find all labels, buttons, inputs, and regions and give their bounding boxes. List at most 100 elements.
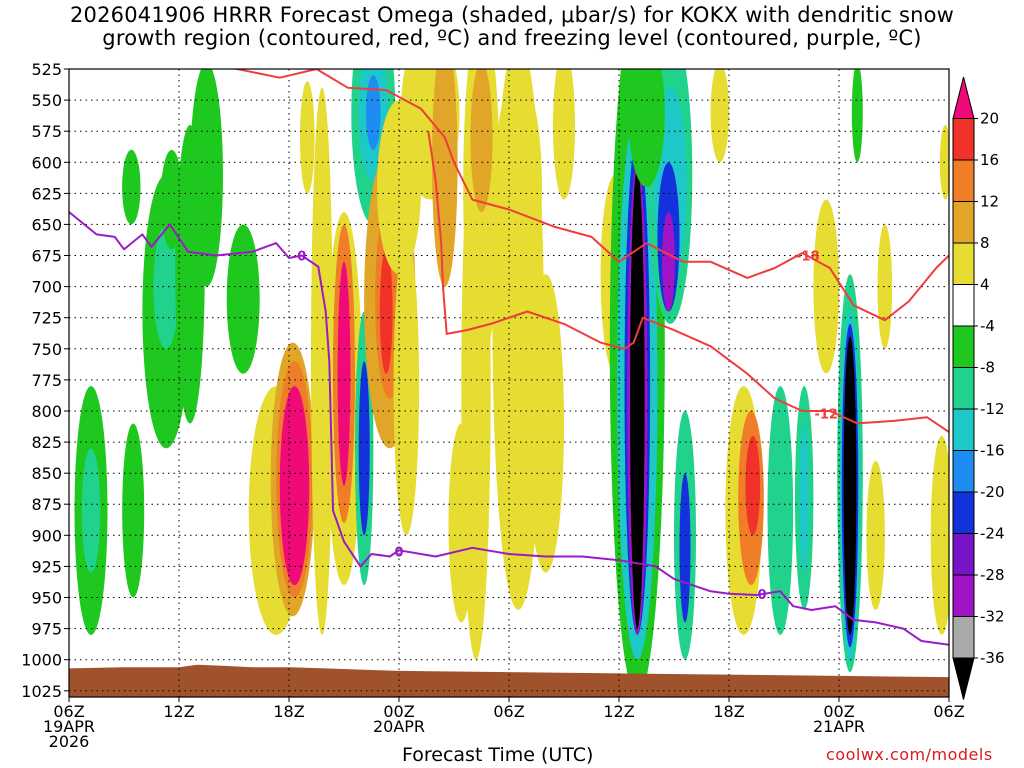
omega-cell-66: [930, 435, 949, 635]
omega-cell-13: [279, 386, 310, 586]
chart-title-line-1: 2026041906 HRRR Forecast Omega (shaded, …: [69, 3, 955, 27]
y-tick-label-800: 800: [31, 402, 62, 421]
omega-cell-63: [843, 336, 857, 635]
omega-cell-15: [300, 81, 315, 194]
colorbar-label-10: -24: [980, 525, 1005, 543]
colorbar-bin-0: [952, 76, 975, 119]
colorbar-label-12: -32: [980, 608, 1005, 626]
omega-cell-23: [366, 75, 381, 150]
x-tick-label-48-1: 06Z: [933, 702, 964, 721]
omega-cell-37: [527, 274, 564, 573]
y-tick-label-950: 950: [31, 589, 62, 608]
y-tick-label-525: 525: [31, 60, 62, 79]
colorbar-bin-13: [952, 616, 975, 659]
y-tick-label-900: 900: [31, 526, 62, 545]
omega-cell-29: [377, 100, 421, 275]
omega-cell-65: [866, 460, 885, 610]
x-tick-label-6-1: 12Z: [163, 702, 194, 721]
x-tick-label-0-2: 19APR: [43, 717, 95, 736]
y-tick-label-575: 575: [31, 122, 62, 141]
omega-cell-26: [379, 249, 393, 374]
omega-cell-30: [432, 69, 458, 287]
x-tick-label-36-1: 18Z: [713, 702, 744, 721]
x-tick-label-42-2: 21APR: [813, 717, 865, 736]
colorbar-label-0: 20: [980, 110, 999, 128]
watermark-link[interactable]: coolwx.com/models: [826, 745, 993, 764]
omega-cell-1: [81, 448, 101, 573]
colorbar-bin-14: [952, 657, 975, 700]
colorbar-bin-12: [952, 574, 975, 617]
x-tick-label-18-2: 20APR: [373, 717, 425, 736]
y-tick-label-750: 750: [31, 340, 62, 359]
y-tick-label-1000: 1000: [21, 651, 62, 670]
omega-cell-58: [799, 423, 809, 573]
omega-cell-34: [470, 69, 493, 212]
y-tick-label-775: 775: [31, 371, 62, 390]
omega-cell-51: [679, 473, 691, 623]
omega-cell-27: [393, 236, 420, 536]
colorbar-label-5: -4: [980, 317, 995, 335]
y-tick-label-700: 700: [31, 278, 62, 297]
y-tick-label-850: 850: [31, 464, 62, 483]
omega-cell-8: [226, 224, 260, 374]
y-tick-label-600: 600: [31, 153, 62, 172]
omega-cell-6: [160, 149, 183, 250]
colorbar-bin-8: [952, 408, 975, 451]
omega-cell-20: [358, 361, 370, 536]
freezing-level-contour: [69, 211, 949, 646]
colorbar-label-8: -16: [980, 442, 1005, 460]
y-axis: 525 550 575 600 625 650 675 700 725 750 775 800 825 8…: [21, 60, 69, 701]
freezing-level-label-2: 0: [757, 588, 766, 603]
y-tick-label-1025: 1025: [21, 682, 62, 701]
x-tick-label-0-3: 2026: [49, 732, 90, 751]
omega-cell-4: [153, 224, 179, 349]
colorbar-label-9: -20: [980, 483, 1005, 501]
colorbar-bin-3: [952, 201, 975, 244]
omega-cell-59: [813, 199, 839, 374]
omega-cell-48: [662, 212, 675, 312]
omega-cell-49: [628, 69, 665, 188]
x-tick-label-0-1: 06Z: [53, 702, 84, 721]
dgz-upper-label: -18: [796, 250, 820, 265]
x-tick-label-42-1: 00Z: [823, 702, 854, 721]
y-tick-label-550: 550: [31, 91, 62, 110]
x-tick-label-24-1: 06Z: [493, 702, 524, 721]
omega-cell-38: [553, 69, 575, 200]
colorbar-bin-2: [952, 159, 975, 202]
contour-lines: -18 -12 0 0 0: [69, 69, 949, 646]
y-tick-label-975: 975: [31, 620, 62, 639]
omega-cell-56: [767, 386, 794, 635]
colorbar: 20 16 12 8 4 -4 -8 -12 -16 -20 -24 -28 -32 -36: [952, 76, 1005, 700]
omega-cell-55: [745, 435, 761, 536]
colorbar-label-4: 4: [980, 276, 990, 294]
y-tick-label-675: 675: [31, 247, 62, 266]
freezing-level-label-0: 0: [297, 250, 306, 265]
colorbar-label-11: -28: [980, 566, 1005, 584]
y-tick-label-825: 825: [31, 433, 62, 452]
dgz-contour-upper: [231, 69, 949, 322]
y-tick-label-875: 875: [31, 495, 62, 514]
colorbar-bin-1: [952, 118, 975, 161]
colorbar-bin-6: [952, 325, 975, 368]
x-tick-label-30-1: 12Z: [603, 702, 634, 721]
omega-cell-18: [337, 261, 351, 486]
colorbar-label-2: 12: [980, 193, 999, 211]
colorbar-bin-9: [952, 450, 975, 493]
colorbar-label-3: 8: [980, 234, 990, 252]
x-tick-label-12-1: 18Z: [273, 702, 304, 721]
colorbar-label-13: -36: [980, 649, 1005, 667]
chart-title: 2026041906 HRRR Forecast Omega (shaded, …: [0, 4, 1024, 50]
y-tick-label-725: 725: [31, 309, 62, 328]
omega-cell-2: [122, 423, 145, 598]
omega-cell-68: [851, 69, 863, 163]
y-tick-label-925: 925: [31, 557, 62, 576]
omega-cell-44: [630, 168, 645, 629]
colorbar-label-7: -12: [980, 400, 1005, 418]
x-tick-label-18-1: 00Z: [383, 702, 414, 721]
chart-title-line-2: growth region (contoured, red, ºC) and f…: [102, 26, 922, 50]
colorbar-bin-7: [952, 367, 975, 410]
colorbar-label-1: 16: [980, 151, 999, 169]
omega-cell-32: [448, 423, 475, 623]
